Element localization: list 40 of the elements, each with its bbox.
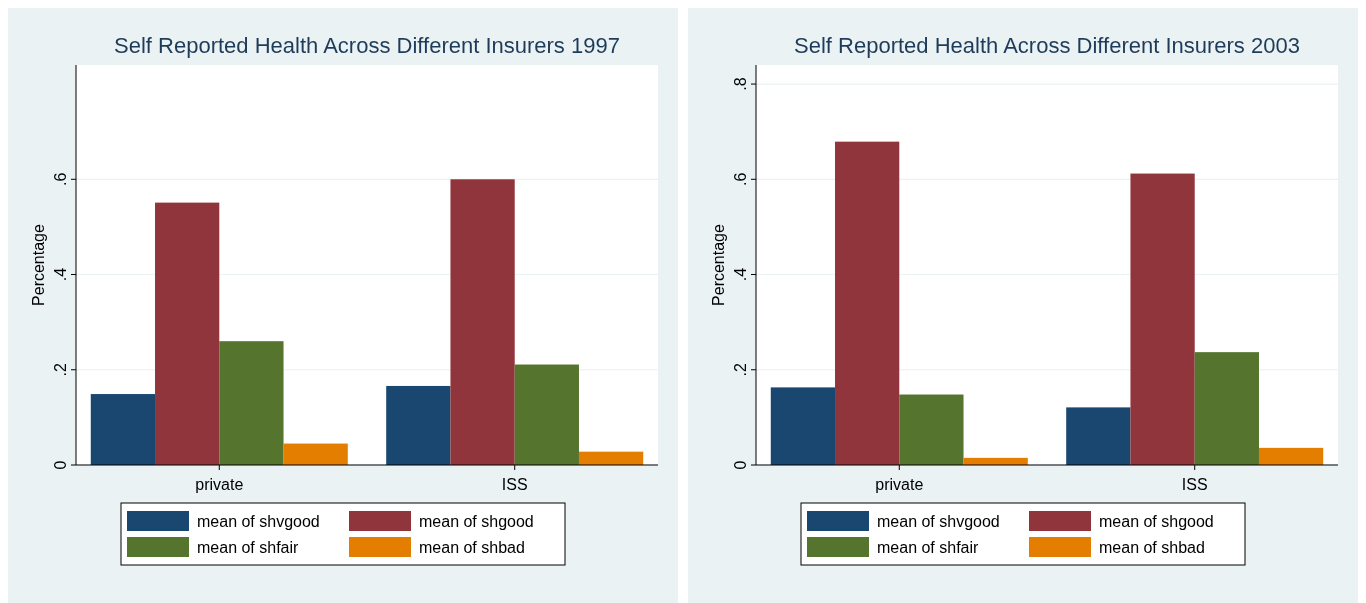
bar [1130, 173, 1195, 465]
legend-label: mean of shvgood [877, 513, 1000, 530]
y-axis-title: Percentage [710, 223, 727, 306]
y-tick-label: .8 [732, 77, 749, 91]
chart-title: Self Reported Health Across Different Insurers 1997 [114, 33, 620, 58]
chart-title: Self Reported Health Across Different Insurers 2003 [794, 33, 1300, 58]
bar [899, 394, 964, 465]
bar [450, 179, 515, 465]
x-tick-label: ISS [501, 476, 528, 493]
y-tick-label: 0 [732, 460, 749, 470]
x-tick-label: ISS [1181, 476, 1208, 493]
legend-label: mean of shfair [197, 539, 300, 556]
bar [835, 141, 900, 465]
legend-label: mean of shgood [1099, 513, 1214, 530]
y-tick-label: .2 [732, 362, 749, 377]
bar [578, 451, 644, 465]
bar [219, 341, 284, 465]
y-tick-label: .6 [732, 172, 749, 186]
y-tick-label: .6 [52, 172, 69, 186]
bar [386, 385, 451, 465]
x-tick-label: private [195, 476, 244, 493]
y-axis-title: Percentage [30, 223, 47, 306]
bar [770, 387, 836, 465]
legend-label: mean of shfair [877, 539, 980, 556]
bar [1194, 352, 1259, 465]
y-tick-label: .4 [52, 267, 69, 282]
legend-label: mean of shbad [1099, 539, 1205, 556]
bar [90, 394, 156, 465]
bar [1258, 447, 1324, 465]
y-tick-label: .2 [52, 362, 69, 377]
legend-label: mean of shbad [419, 539, 525, 556]
bar [283, 443, 348, 465]
y-tick-label: .4 [732, 267, 749, 282]
bar [1066, 407, 1131, 465]
bar [155, 202, 220, 465]
legend-label: mean of shgood [419, 513, 534, 530]
x-tick-label: private [875, 476, 924, 493]
legend-label: mean of shvgood [197, 513, 320, 530]
y-tick-label: 0 [52, 460, 69, 470]
bar [514, 364, 579, 465]
